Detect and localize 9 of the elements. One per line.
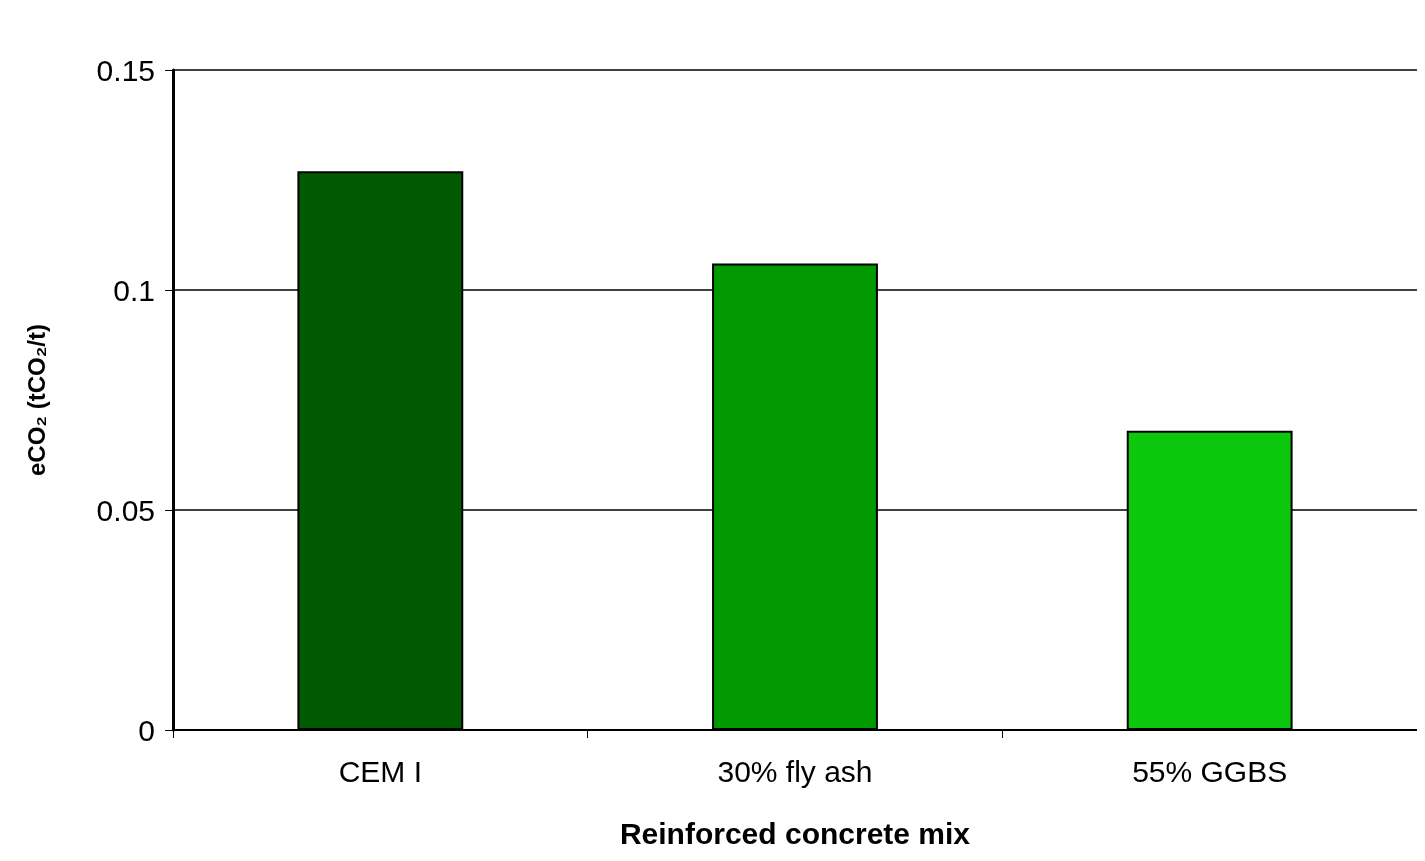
y-tick-label: 0.05 — [96, 493, 155, 527]
y-tick-label: 0.1 — [113, 273, 155, 307]
x-axis-title: Reinforced concrete mix — [619, 816, 971, 850]
y-axis-title: eCO₂ (tCO₂/t) — [22, 324, 50, 476]
y-tick-label: 0.15 — [96, 53, 155, 87]
x-tick-label: 55% GGBS — [1132, 754, 1288, 788]
x-tick-label: CEM I — [338, 754, 423, 788]
y-tick-label: 0 — [138, 713, 155, 747]
x-tick-label: 30% fly ash — [717, 754, 873, 788]
